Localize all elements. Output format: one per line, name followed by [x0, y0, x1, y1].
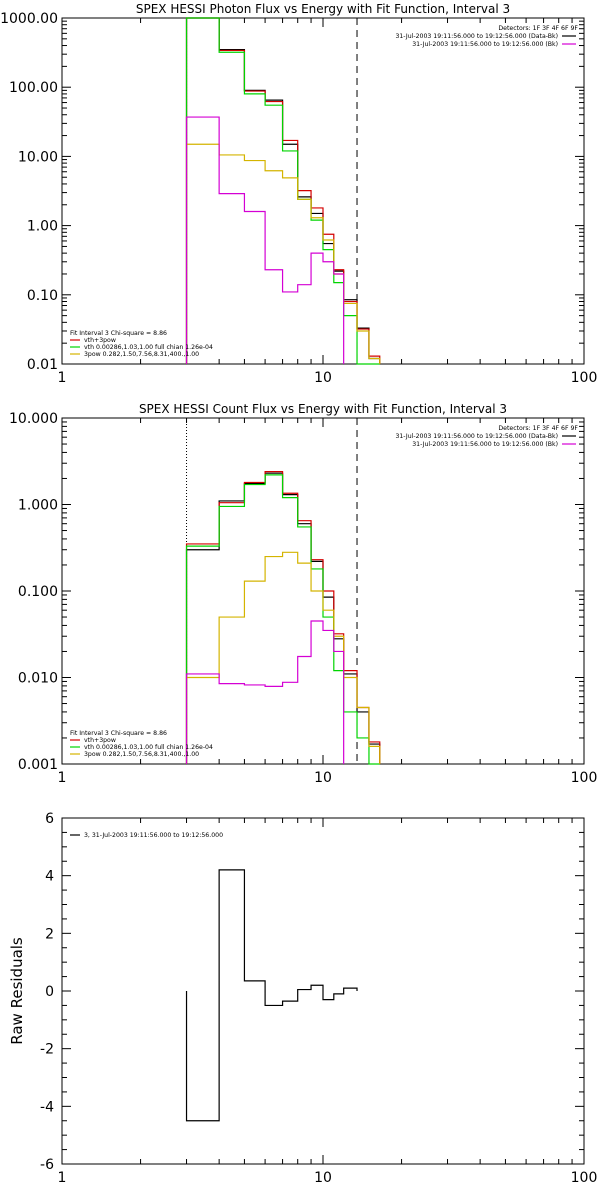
series-line-4: [185, 116, 345, 364]
y-tick-label: 4: [45, 869, 54, 885]
y-tick-label: -4: [40, 1099, 54, 1115]
series-line-3: [185, 143, 381, 364]
legend-left-entry: vth 0.00286,1.03,1.00 full chian 1.26e-0…: [84, 344, 213, 351]
chart-title: SPEX HESSI Count Flux vs Energy with Fit…: [139, 402, 507, 416]
legend-left-entry: Fit Interval 3 Chi-square = 8.86: [70, 730, 167, 737]
x-tick-label: 10: [314, 770, 332, 786]
x-tick-label: 10: [314, 1170, 332, 1186]
series-line-0: [185, 17, 381, 364]
legend-left-entry: Fit Interval 3 Chi-square = 8.86: [70, 330, 167, 337]
series-line-2: [185, 17, 380, 365]
y-tick-label: 1.000: [18, 498, 58, 514]
legend-right-entry: 31-Jul-2003 19:11:56.000 to 19:12:56.000…: [412, 441, 558, 448]
legend-left-entry: 3pow 0.282,1.50,7.56,8.31,400.,1.00: [84, 351, 199, 358]
legend-right-entry: 31-Jul-2003 19:11:56.000 to 19:12:56.000…: [412, 41, 558, 48]
plot-frame: [61, 17, 585, 365]
y-tick-label: 6: [45, 811, 54, 827]
legend-right-entry: Detectors: 1F 3F 4F 6F 9F: [498, 425, 578, 432]
y-tick-label: -6: [40, 1157, 54, 1173]
x-tick-label: 100: [571, 1170, 598, 1186]
y-axis-label: Raw Residuals: [8, 937, 26, 1045]
y-tick-label: 0.100: [18, 584, 58, 600]
series-line-1: [185, 471, 381, 764]
chart-title: SPEX HESSI Photon Flux vs Energy with Fi…: [136, 2, 510, 16]
x-tick-label: 10: [314, 370, 332, 386]
legend-left-entry: 3pow 0.282,1.50,7.56,8.31,400.,1.00: [84, 751, 199, 758]
y-tick-label: 10.00: [18, 149, 58, 165]
y-tick-label: 2: [45, 926, 54, 942]
y-tick-label: 1.00: [27, 219, 58, 235]
y-tick-label: 0.001: [18, 757, 58, 773]
series-line-3: [185, 551, 381, 764]
y-tick-label: 0.01: [27, 357, 58, 373]
y-tick-label: 0: [45, 984, 54, 1000]
legend-left-entry: vth+3pow: [84, 337, 116, 344]
y-tick-label: 0.10: [27, 288, 58, 304]
y-tick-label: -2: [40, 1042, 54, 1058]
residuals-panel: 1 10 100 -6 -4 -2 0 2 4 6 Raw Residuals 3, 31-Jul-2…: [8, 811, 597, 1186]
series-line-0: [185, 472, 381, 764]
y-tick-label: 0.010: [18, 671, 58, 687]
legend-left-entry: vth 0.00286,1.03,1.00 full chian 1.26e-0…: [84, 744, 213, 751]
legend-left-entry: 3, 31-Jul-2003 19:11:56.000 to 19:12:56.…: [84, 832, 223, 839]
series-line-4: [185, 620, 345, 764]
x-tick-label: 100: [571, 770, 598, 786]
x-tick-label: 1: [58, 770, 67, 786]
x-tick-label: 100: [571, 370, 598, 386]
x-tick-label: 1: [58, 370, 67, 386]
count-flux-panel: SPEX HESSI Count Flux vs Energy with Fit…: [9, 402, 597, 786]
legend-right-entry: 31-Jul-2003 19:11:56.000 to 19:12:56.000…: [395, 433, 558, 440]
legend-right-entry: Detectors: 1F 3F 4F 6F 9F: [498, 25, 578, 32]
series-line-1: [185, 17, 381, 364]
y-tick-label: 100.00: [9, 80, 58, 96]
series-line-0: [185, 869, 358, 1122]
legend-right-entry: 31-Jul-2003 19:11:56.000 to 19:12:56.000…: [395, 33, 558, 40]
y-tick-label: 1000.00: [0, 11, 58, 27]
legend-left-entry: vth+3pow: [84, 737, 116, 744]
series-line-2: [185, 474, 380, 765]
y-tick-label: 10.000: [9, 411, 58, 427]
x-tick-label: 1: [58, 1170, 67, 1186]
photon-flux-panel: SPEX HESSI Photon Flux vs Energy with Fi…: [0, 2, 597, 386]
